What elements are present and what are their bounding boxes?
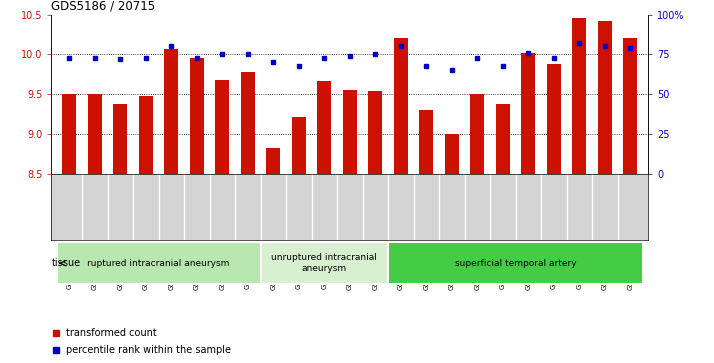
Text: tissue: tissue [51,258,81,268]
Bar [496,104,510,174]
Bar [139,96,153,174]
Bar [343,90,357,174]
Text: ruptured intracranial aneurysm: ruptured intracranial aneurysm [87,259,230,268]
Text: unruptured intracranial
aneurysm: unruptured intracranial aneurysm [271,253,377,273]
Bar [292,117,306,174]
Bar [368,91,383,174]
Bar [62,94,76,174]
Text: percentile rank within the sample: percentile rank within the sample [66,345,231,355]
Bar [88,94,102,174]
Bar [114,104,127,174]
FancyBboxPatch shape [56,242,261,285]
FancyBboxPatch shape [261,242,388,285]
Bar [216,80,229,174]
Text: superficial temporal artery: superficial temporal artery [455,259,576,268]
Bar [623,38,638,174]
Bar [419,110,433,174]
Text: transformed count: transformed count [66,328,157,338]
Text: GDS5186 / 20715: GDS5186 / 20715 [51,0,156,13]
Bar [190,58,203,174]
Bar [521,53,536,174]
Bar [241,72,255,174]
Bar [471,94,484,174]
Bar [547,64,561,174]
Bar [394,38,408,174]
Bar [317,81,331,174]
Bar [266,148,281,174]
Bar [598,21,612,174]
Bar [164,49,178,174]
Bar [573,18,586,174]
Bar [445,134,459,174]
FancyBboxPatch shape [388,242,643,285]
